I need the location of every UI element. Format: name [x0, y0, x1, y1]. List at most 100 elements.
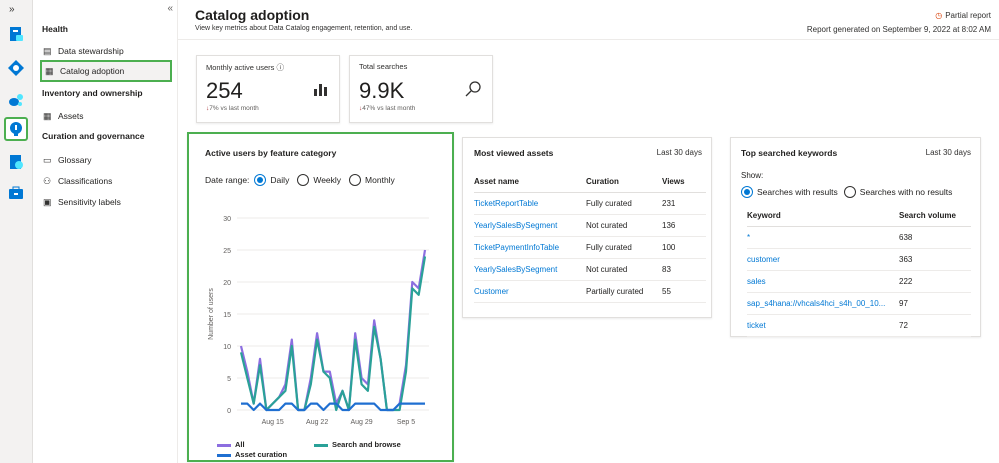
- keyword-link[interactable]: customer: [747, 248, 899, 271]
- sidebar-item-data-stewardship[interactable]: ▤ Data stewardship: [40, 41, 172, 60]
- radio-circle[interactable]: [843, 186, 856, 198]
- volume-cell: 72: [899, 314, 971, 337]
- radio-circle[interactable]: [741, 186, 753, 198]
- sidebar-item-label: Glossary: [58, 154, 92, 165]
- asset-link[interactable]: TicketReportTable: [474, 192, 586, 215]
- legend-label: All: [235, 440, 245, 449]
- x-tick-label: Aug 22: [306, 419, 328, 426]
- y-tick-label: 10: [223, 344, 231, 351]
- kpi-label: Total searches: [359, 62, 408, 71]
- trend-text: vs last month: [377, 105, 416, 112]
- date-range-group: Date range: Daily Weekly Monthly: [205, 174, 403, 186]
- curation-cell: Fully curated: [586, 192, 662, 215]
- partial-report-badge[interactable]: ◷ Partial report: [935, 11, 991, 20]
- down-arrow-icon: ↓: [359, 105, 363, 112]
- sidebar-item-catalog-adoption[interactable]: ▦ Catalog adoption: [40, 60, 172, 82]
- table-row: ticket 72: [747, 314, 971, 337]
- radio-with-results[interactable]: Searches with results: [741, 186, 838, 198]
- legend-label: Search and browse: [332, 440, 401, 449]
- table-row: Customer Partially curated 55: [474, 280, 706, 303]
- data-policy-icon[interactable]: [4, 150, 28, 174]
- table-row: YearlySalesBySegment Not curated 136: [474, 214, 706, 237]
- keyword-link[interactable]: ticket: [747, 314, 899, 337]
- radio-circle[interactable]: [254, 174, 267, 186]
- top-keywords-panel: Top searched keywords Last 30 days Show:…: [730, 137, 981, 337]
- radio-monthly[interactable]: Monthly: [349, 174, 395, 186]
- clock-icon: ◷: [935, 11, 943, 20]
- asset-link[interactable]: TicketPaymentInfoTable: [474, 236, 586, 259]
- section-header-curation: Curation and governance: [42, 131, 145, 141]
- table-header-row: Keyword Search volume: [747, 206, 971, 227]
- sidebar: « Health ▤ Data stewardship ▦ Catalog ad…: [33, 0, 178, 463]
- series-line-all: [239, 249, 427, 412]
- panel-title: Active users by feature category: [205, 148, 337, 158]
- table-header-row: Asset name Curation Views: [474, 172, 706, 193]
- views-cell: 55: [662, 280, 706, 303]
- column-header[interactable]: Views: [662, 172, 706, 193]
- period-label: Last 30 days: [656, 148, 702, 157]
- column-header[interactable]: Curation: [586, 172, 662, 193]
- legend-swatch: [217, 443, 231, 447]
- radio-daily[interactable]: Daily: [254, 174, 289, 186]
- kpi-trend: ↓7% vs last month: [206, 105, 259, 112]
- radio-no-results[interactable]: Searches with no results: [843, 186, 952, 198]
- keyword-link[interactable]: *: [747, 226, 899, 249]
- radio-weekly[interactable]: Weekly: [297, 174, 341, 186]
- trend-percent: 7%: [209, 105, 219, 112]
- sidebar-item-assets[interactable]: ▦ Assets: [40, 106, 172, 125]
- asset-link[interactable]: Customer: [474, 280, 586, 303]
- legend-item-asset-curation: Asset curation: [217, 450, 287, 459]
- asset-link[interactable]: YearlySalesBySegment: [474, 214, 586, 237]
- sidebar-item-sensitivity-labels[interactable]: ▣ Sensitivity labels: [40, 192, 172, 211]
- kpi-value: 9.9K: [359, 78, 405, 103]
- legend-item-all: All: [217, 440, 245, 449]
- trend-text: vs last month: [220, 105, 259, 112]
- y-tick-label: 15: [223, 312, 231, 319]
- collapse-icon[interactable]: «: [167, 3, 173, 14]
- keyword-link[interactable]: sap_s4hana://vhcals4hci_s4h_00_10...: [747, 292, 899, 315]
- table-row: YearlySalesBySegment Not curated 83: [474, 258, 706, 281]
- views-cell: 136: [662, 214, 706, 237]
- kpi-label: Monthly active users ⓘ: [206, 63, 284, 72]
- x-tick-label: Sep 5: [397, 419, 415, 426]
- sidebar-item-classifications[interactable]: ⚇ Classifications: [40, 171, 172, 190]
- table-row: customer 363: [747, 248, 971, 271]
- expand-icon[interactable]: »: [9, 4, 15, 15]
- kpi-monthly-active-users: Monthly active users ⓘ 254 ↓7% vs last m…: [196, 55, 340, 123]
- asset-link[interactable]: YearlySalesBySegment: [474, 258, 586, 281]
- show-label: Show:: [741, 171, 764, 180]
- insights-icon[interactable]: [4, 117, 28, 141]
- column-header[interactable]: Search volume: [899, 206, 971, 227]
- kpi-total-searches: Total searches 9.9K ↓47% vs last month: [349, 55, 493, 123]
- info-icon[interactable]: ⓘ: [276, 63, 284, 72]
- volume-cell: 638: [899, 226, 971, 249]
- radio-circle[interactable]: [297, 174, 310, 186]
- data-map-icon[interactable]: [4, 56, 28, 80]
- keywords-table: Keyword Search volume * 638 customer 363 s…: [747, 206, 971, 337]
- section-header-inventory: Inventory and ownership: [42, 88, 143, 98]
- legend-item-search: Search and browse: [314, 440, 401, 449]
- sidebar-item-label: Classifications: [58, 175, 113, 186]
- sidebar-item-glossary[interactable]: ▭ Glossary: [40, 150, 172, 169]
- book-icon: ▭: [43, 154, 52, 165]
- radio-label: Daily: [270, 175, 290, 185]
- radio-circle[interactable]: [349, 174, 362, 186]
- data-estate-icon[interactable]: [4, 88, 28, 112]
- label-icon: ▣: [43, 196, 52, 207]
- y-tick-label: 30: [223, 216, 231, 223]
- column-header[interactable]: Asset name: [474, 172, 586, 193]
- data-catalog-icon[interactable]: [4, 22, 28, 46]
- y-tick-label: 25: [223, 248, 231, 255]
- partial-report-label: Partial report: [945, 11, 991, 20]
- trend-percent: 47%: [362, 105, 376, 112]
- volume-cell: 222: [899, 270, 971, 293]
- sidebar-item-label: Data stewardship: [58, 45, 124, 56]
- bar-chart-icon: [314, 84, 327, 96]
- table-icon: ▦: [43, 110, 52, 121]
- volume-cell: 363: [899, 248, 971, 271]
- document-icon: ▤: [43, 45, 52, 56]
- keyword-link[interactable]: sales: [747, 270, 899, 293]
- management-icon[interactable]: [4, 181, 28, 205]
- section-header-health: Health: [42, 24, 68, 34]
- column-header[interactable]: Keyword: [747, 206, 899, 227]
